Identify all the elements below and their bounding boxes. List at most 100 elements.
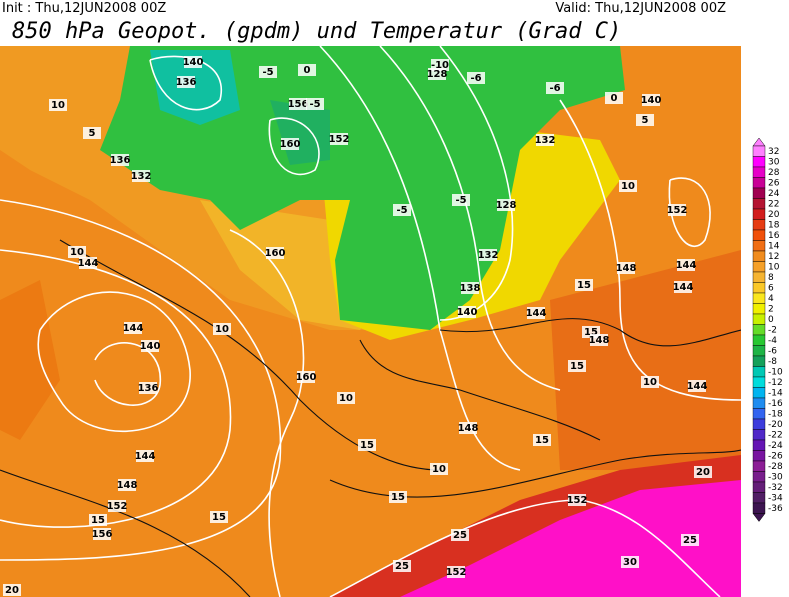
label-bg <box>674 281 692 293</box>
contour-label: 15 <box>391 492 405 503</box>
colorbar-label: 22 <box>768 199 779 209</box>
field-darkorange <box>550 250 741 470</box>
colorbar-box <box>752 208 766 220</box>
label-bg <box>621 556 639 568</box>
colorbar-box <box>752 324 766 336</box>
colorbar-box <box>752 355 766 367</box>
contour-label: -5 <box>455 195 466 206</box>
contour-label: 5 <box>89 128 96 139</box>
contour-label: 160 <box>265 248 286 259</box>
contour-label: -10 <box>431 60 449 71</box>
colorbar-label: 6 <box>768 283 774 293</box>
label-bg <box>337 392 355 404</box>
colorbar-label: 2 <box>768 304 774 314</box>
colorbar-box <box>752 450 766 462</box>
colorbar-box <box>752 187 766 199</box>
label-bg <box>447 566 465 578</box>
contour-label: 144 <box>123 323 144 334</box>
label-bg <box>461 282 479 294</box>
height-contour <box>559 99 741 401</box>
contour-label: 136 <box>176 77 197 88</box>
label-bg <box>89 514 107 526</box>
colorbar-label: -8 <box>768 357 777 367</box>
label-bg <box>281 138 299 150</box>
colorbar-label: 32 <box>768 147 779 157</box>
contour-label: 5 <box>642 115 649 126</box>
label-bg <box>297 371 315 383</box>
contour-label: 10 <box>215 324 229 335</box>
contour-label: 128 <box>427 69 448 80</box>
colorbar-label: 12 <box>768 252 779 262</box>
contour-label: 15 <box>577 280 591 291</box>
colorbar-box <box>752 240 766 252</box>
label-bg <box>568 360 586 372</box>
label-bg <box>136 450 154 462</box>
colorbar-box <box>752 481 766 493</box>
label-bg <box>124 322 142 334</box>
contour-label: 144 <box>676 260 697 271</box>
colorbar-box <box>752 334 766 346</box>
contour-label: 156 <box>288 99 309 110</box>
label-bg <box>527 307 545 319</box>
colorbar-label: -12 <box>768 378 783 388</box>
colorbar-box <box>752 271 766 283</box>
label-bg <box>141 340 159 352</box>
contour-label: 152 <box>567 495 588 506</box>
contour-label: 152 <box>667 205 688 216</box>
colorbar-box <box>752 492 766 504</box>
label-bg <box>452 194 470 206</box>
contour-label: 15 <box>91 515 105 526</box>
contour-label: 25 <box>453 530 467 541</box>
temperature-contour <box>59 239 441 471</box>
colorbar-label: 16 <box>768 231 780 241</box>
colorbar-box <box>752 439 766 451</box>
colorbar-box <box>752 460 766 472</box>
contour-label: -6 <box>549 83 560 94</box>
label-bg <box>49 99 67 111</box>
label-bg <box>590 334 608 346</box>
height-contour <box>37 291 191 432</box>
colorbar-label: 14 <box>768 241 780 251</box>
contour-label: 15 <box>212 512 226 523</box>
contour-label: -5 <box>309 99 320 110</box>
label-bg <box>642 94 660 106</box>
label-bg <box>298 64 316 76</box>
colorbar-box <box>752 292 766 304</box>
colorbar-box <box>752 408 766 420</box>
height-contour <box>268 117 320 176</box>
contour-label: 10 <box>339 393 353 404</box>
contour-label: 10 <box>70 247 84 258</box>
contour-label: 140 <box>641 95 662 106</box>
field-west <box>0 280 60 440</box>
colorbar-box <box>752 219 766 231</box>
colorbar-arrow-bottom <box>752 513 766 522</box>
colorbar-box <box>752 471 766 483</box>
colorbar-label: 4 <box>768 294 774 304</box>
contour-label: 152 <box>329 134 350 145</box>
label-bg <box>393 560 411 572</box>
colorbar-box <box>752 156 766 168</box>
colorbar-box <box>752 366 766 378</box>
label-bg <box>546 82 564 94</box>
label-bg <box>358 439 376 451</box>
contour-label: 144 <box>673 282 694 293</box>
label-bg <box>568 494 586 506</box>
colorbar-box <box>752 418 766 430</box>
label-bg <box>458 306 476 318</box>
colorbar-box <box>752 198 766 210</box>
contour-label: 152 <box>107 501 128 512</box>
height-contour <box>319 46 521 471</box>
contour-label: 10 <box>643 377 657 388</box>
contour-label: 10 <box>432 464 446 475</box>
label-bg <box>575 279 593 291</box>
colorbar-label: -4 <box>768 336 777 346</box>
colorbar-box <box>752 250 766 262</box>
colorbar-label: -26 <box>768 451 783 461</box>
colorbar-box <box>752 229 766 241</box>
colorbar-label: -34 <box>768 493 783 503</box>
contour-label: 144 <box>78 258 99 269</box>
colorbar-label: -2 <box>768 325 777 335</box>
